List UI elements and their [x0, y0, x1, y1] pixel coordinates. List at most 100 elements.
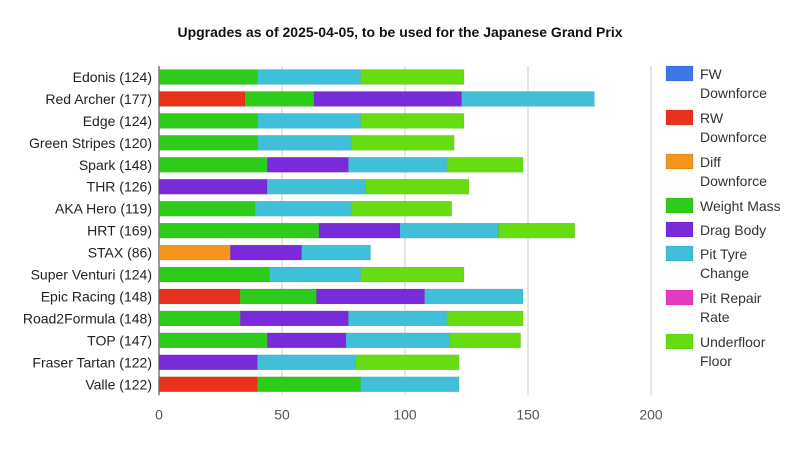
bar-segment-underfloor-floor [446, 157, 524, 173]
legend-label-line: Diff [700, 154, 721, 170]
bar-segment-underfloor-floor [446, 310, 524, 327]
bar-segment-diff-downforce [158, 244, 231, 261]
bar-segment-pit-tyre-change [345, 332, 450, 349]
category-label: Edonis (124) [73, 69, 152, 85]
bar-segment-weight-mass [257, 376, 361, 393]
category-labels: Edonis (124) Red Archer (177) Edge (124) Gr… [23, 69, 152, 392]
bars [158, 69, 595, 393]
bar-segment-drag-body [158, 178, 268, 195]
legend-swatch-diff-downforce [665, 153, 694, 170]
legend-swatch-weight-mass [665, 197, 694, 214]
bar-segment-weight-mass [158, 222, 320, 239]
legend-label-rw-downforce: RW Downforce [700, 110, 767, 145]
legend-label-drag-body: Drag Body [700, 222, 766, 238]
bar-segment-underfloor-floor [360, 113, 465, 129]
bar-segment-drag-body [316, 288, 425, 305]
bar-segment-pit-tyre-change [461, 91, 595, 107]
category-label: Epic Racing (148) [41, 288, 152, 304]
legend-swatch-pit-repair-rate [665, 289, 694, 306]
legend-swatch-underfloor-floor [665, 333, 694, 350]
legend-label-line: FW [700, 66, 723, 82]
legend-label-weight-mass: Weight Mass [700, 198, 781, 214]
bar-segment-underfloor-floor [355, 354, 460, 371]
bar-segment-weight-mass [158, 332, 268, 349]
legend: FW Downforce RW Downforce Diff Downforce Weigh… [665, 65, 781, 369]
bar-segment-weight-mass [158, 266, 270, 283]
bar-segment-pit-tyre-change [399, 222, 499, 239]
bar-segment-underfloor-floor [498, 222, 575, 239]
bar-segment-weight-mass [244, 91, 315, 107]
bar-segment-weight-mass [158, 135, 258, 151]
bar-segment-drag-body [158, 354, 258, 371]
legend-swatch-fw-downforce [665, 65, 694, 82]
bar-segment-underfloor-floor [350, 135, 455, 151]
bar-segment-weight-mass [239, 288, 317, 305]
category-label: Edge (124) [83, 113, 152, 129]
legend-label-line: Pit Repair [700, 290, 762, 306]
category-label: THR (126) [87, 179, 152, 195]
bar-segment-drag-body [230, 244, 302, 261]
bar-segment-weight-mass [158, 69, 258, 85]
legend-label-pit-repair-rate: Pit Repair Rate [700, 290, 762, 325]
x-tick-label: 150 [516, 406, 540, 422]
category-label: Green Stripes (120) [29, 135, 152, 151]
legend-label-line: Weight Mass [700, 198, 781, 214]
bar-segment-weight-mass [158, 310, 241, 327]
bar-segment-drag-body [318, 222, 401, 239]
category-label: Fraser Tartan (122) [32, 354, 152, 370]
bar-segment-pit-tyre-change [360, 376, 460, 393]
bar-segment-pit-tyre-change [348, 157, 448, 173]
x-tick-label: 0 [155, 406, 163, 422]
legend-swatch-pit-tyre-change [665, 245, 694, 262]
legend-label-fw-downforce: FW Downforce [700, 66, 767, 101]
legend-label-line: RW [700, 110, 724, 126]
bar-segment-drag-body [313, 91, 462, 107]
bar-segment-pit-tyre-change [301, 244, 371, 261]
bar-segment-rw-downforce [158, 91, 246, 107]
legend-label-line: Floor [700, 353, 732, 369]
legend-label-underfloor-floor: Underfloor Floor [700, 334, 766, 369]
x-axis-ticks: 0 50 100 150 200 [155, 406, 663, 422]
bar-segment-pit-tyre-change [266, 178, 366, 195]
bar-segment-drag-body [266, 157, 349, 173]
legend-label-line: Downforce [700, 129, 767, 145]
legend-label-line: Pit Tyre [700, 246, 747, 262]
x-tick-label: 200 [639, 406, 663, 422]
bar-segment-pit-tyre-change [257, 135, 352, 151]
bar-segment-pit-tyre-change [424, 288, 524, 305]
bar-segment-underfloor-floor [360, 69, 465, 85]
x-tick-label: 100 [393, 406, 417, 422]
bar-segment-drag-body [239, 310, 349, 327]
bar-segment-weight-mass [158, 113, 258, 129]
legend-label-line: Downforce [700, 85, 767, 101]
legend-label-diff-downforce: Diff Downforce [700, 154, 767, 189]
bar-segment-pit-tyre-change [257, 113, 361, 129]
bar-segment-pit-tyre-change [254, 200, 352, 217]
category-label: AKA Hero (119) [55, 201, 152, 217]
legend-label-line: Downforce [700, 173, 767, 189]
bar-segment-pit-tyre-change [348, 310, 448, 327]
bar-segment-weight-mass [158, 157, 268, 173]
bar-segment-underfloor-floor [350, 200, 452, 217]
bar-segment-pit-tyre-change [257, 69, 361, 85]
bar-segment-pit-tyre-change [269, 266, 361, 283]
legend-label-line: Drag Body [700, 222, 766, 238]
bar-segment-rw-downforce [158, 376, 258, 393]
legend-swatch-rw-downforce [665, 109, 694, 126]
chart-title: Upgrades as of 2025-04-05, to be used fo… [177, 24, 623, 40]
category-label: STAX (86) [88, 245, 152, 261]
category-label: Super Venturi (124) [31, 267, 152, 283]
bar-segment-drag-body [266, 332, 347, 349]
bar-segment-rw-downforce [158, 288, 241, 305]
bar-segment-underfloor-floor [449, 332, 521, 349]
category-label: TOP (147) [87, 332, 152, 348]
bar-segment-pit-tyre-change [257, 354, 357, 371]
category-label: Spark (148) [79, 157, 152, 173]
category-label: Valle (122) [85, 376, 152, 392]
bar-segment-weight-mass [158, 200, 256, 217]
category-label: HRT (169) [87, 223, 152, 239]
legend-label-pit-tyre-change: Pit Tyre Change [700, 246, 749, 281]
bar-segment-underfloor-floor [360, 266, 465, 283]
